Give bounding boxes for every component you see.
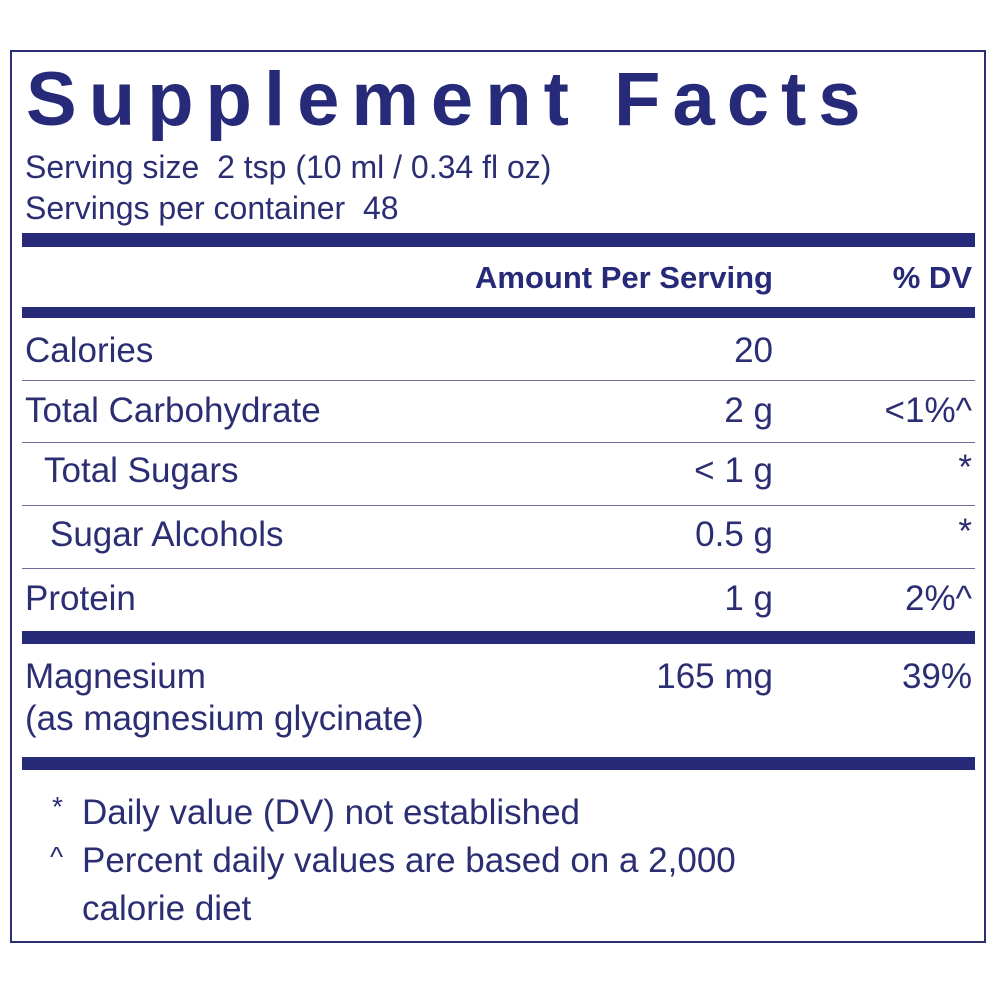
nutrient-amount: 165 mg	[656, 657, 773, 696]
thick-bar	[22, 307, 975, 318]
row-rule	[22, 505, 975, 506]
nutrient-dv: <1%^	[884, 391, 972, 430]
dv-header: % DV	[892, 260, 972, 295]
nutrient-amount: 0.5 g	[695, 515, 773, 554]
nutrient-dv: *	[958, 512, 972, 551]
nutrient-name: Protein	[25, 579, 136, 618]
row-rule	[22, 568, 975, 569]
footnote-mark: ^	[50, 841, 64, 872]
row-rule	[22, 380, 975, 381]
nutrient-amount: 20	[734, 331, 773, 370]
nutrient-dv: 39%	[901, 657, 972, 696]
nutrient-name: Total Sugars	[44, 451, 239, 490]
footnote-text: Percent daily values are based on a 2,00…	[82, 841, 736, 880]
nutrient-amount: 2 g	[724, 391, 773, 430]
serving-size: Serving size 2 tsp (10 ml / 0.34 fl oz)	[25, 149, 552, 185]
nutrient-name: Sugar Alcohols	[50, 515, 284, 554]
nutrient-dv: 2%^	[904, 579, 972, 618]
nutrient-amount: < 1 g	[694, 451, 773, 490]
label-border	[10, 50, 986, 943]
nutrient-name: Total Carbohydrate	[25, 391, 321, 430]
nutrient-dv: *	[958, 448, 972, 487]
title: Supplement Facts	[26, 57, 873, 142]
footnote-mark: *	[52, 791, 63, 822]
amount-header: Amount Per Serving	[475, 260, 773, 295]
row-rule	[22, 442, 975, 443]
thick-bar	[22, 233, 975, 247]
footnote-text: Daily value (DV) not established	[82, 793, 581, 832]
nutrient-amount: 1 g	[724, 579, 773, 618]
nutrient-name: Calories	[25, 331, 154, 370]
servings-per-container: Servings per container 48	[25, 190, 399, 226]
thick-bar	[22, 757, 975, 770]
thick-bar	[22, 631, 975, 644]
nutrient-name: Magnesium	[25, 657, 206, 696]
nutrient-note: (as magnesium glycinate)	[25, 699, 424, 738]
footnote-text: calorie diet	[82, 889, 252, 928]
